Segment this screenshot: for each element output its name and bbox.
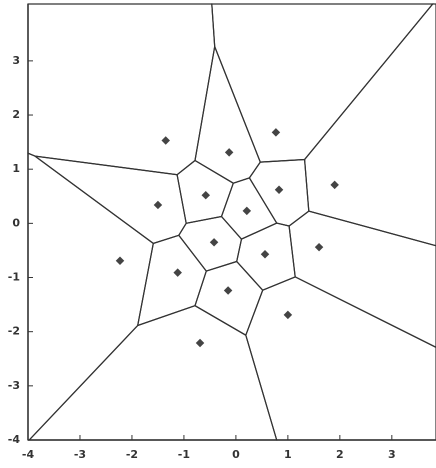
y-tick-label: 0 bbox=[12, 216, 20, 229]
voronoi-cell bbox=[222, 178, 277, 239]
y-tick-label: -4 bbox=[8, 433, 21, 446]
point bbox=[116, 256, 124, 264]
point bbox=[272, 128, 280, 136]
point bbox=[196, 339, 204, 347]
voronoi-cell bbox=[29, 306, 277, 440]
point bbox=[202, 191, 210, 199]
voronoi-cell bbox=[305, 4, 436, 246]
y-tick-label: -2 bbox=[8, 325, 20, 338]
x-tick-label: -2 bbox=[126, 448, 138, 461]
x-tick-label: 3 bbox=[388, 448, 396, 461]
point bbox=[284, 311, 292, 319]
x-tick-label: 0 bbox=[232, 448, 240, 461]
voronoi-cell bbox=[35, 156, 186, 243]
voronoi-cell bbox=[195, 47, 260, 184]
point bbox=[315, 243, 323, 251]
voronoi-cell bbox=[289, 211, 436, 347]
y-tick-label: 3 bbox=[12, 54, 20, 67]
x-tick-label: -1 bbox=[178, 448, 190, 461]
y-tick-label: 1 bbox=[12, 162, 20, 175]
y-tick-label: 2 bbox=[12, 108, 20, 121]
point bbox=[330, 181, 338, 189]
voronoi-cell bbox=[28, 4, 215, 175]
x-tick-label: 2 bbox=[336, 448, 344, 461]
x-tick-label: 1 bbox=[284, 448, 292, 461]
voronoi-cell bbox=[246, 277, 436, 440]
point bbox=[173, 268, 181, 276]
point bbox=[210, 238, 218, 246]
point bbox=[261, 250, 269, 258]
point bbox=[225, 148, 233, 156]
x-tick-label: -4 bbox=[22, 448, 35, 461]
y-tick-label: -1 bbox=[8, 271, 20, 284]
x-tick-label: -3 bbox=[74, 448, 86, 461]
point bbox=[243, 207, 251, 215]
voronoi-cell bbox=[195, 262, 263, 336]
point bbox=[275, 186, 283, 194]
point bbox=[154, 201, 162, 209]
point bbox=[161, 136, 169, 144]
point bbox=[224, 286, 232, 294]
chart: -4 -3 -2 -1 0 1 2 3 -4 -3 -2 -1 0 1 2 3 bbox=[0, 0, 436, 468]
y-tick-label: -3 bbox=[8, 379, 20, 392]
voronoi-cell bbox=[28, 153, 153, 440]
voronoi-cell bbox=[138, 235, 207, 325]
